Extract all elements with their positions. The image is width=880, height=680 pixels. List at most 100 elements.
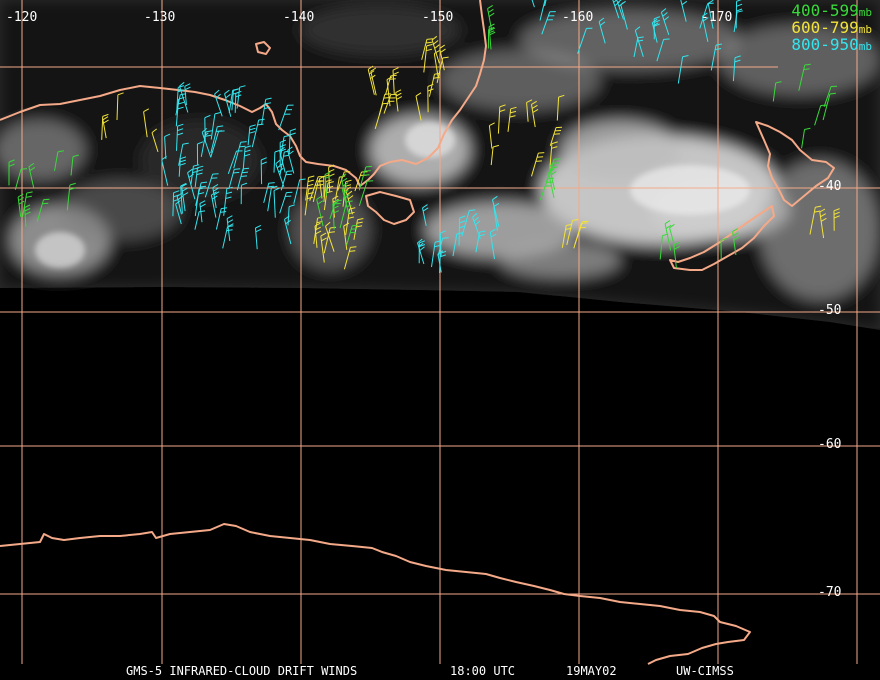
wind-barb (178, 156, 187, 177)
wind-barb (809, 205, 822, 235)
wind-barb (669, 223, 676, 247)
wind-barb (215, 207, 228, 230)
wind-barb (14, 168, 28, 190)
satellite-imagery (0, 0, 880, 330)
wind-barb (320, 232, 327, 263)
wind-barb (439, 250, 447, 274)
product-name: GMS-5 INFRARED-CLOUD DRIFT WINDS (126, 664, 358, 678)
new-zealand-north-coastline (755, 121, 835, 207)
wind-barb (677, 55, 689, 84)
wind-barb (36, 198, 50, 223)
wind-barb (227, 150, 243, 174)
wind-barbs (8, 0, 840, 274)
lon-label-150: -150 (422, 10, 453, 25)
wind-barb (566, 219, 579, 246)
wind-barb (612, 0, 620, 19)
wind-barb (260, 157, 267, 185)
wind-barb (328, 164, 335, 193)
wind-barb (531, 100, 539, 128)
legend-range: 800-950 (791, 35, 859, 54)
wind-barb (472, 212, 481, 239)
wind-barb (279, 191, 293, 214)
wind-barb (577, 27, 593, 54)
wind-barb (814, 104, 827, 126)
wind-barb (735, 0, 743, 29)
wind-barb (421, 38, 433, 60)
wind-barb (801, 127, 811, 149)
wind-barb (556, 94, 565, 121)
wind-barb (549, 141, 558, 170)
wind-barb (549, 126, 563, 146)
wind-barb (823, 85, 838, 107)
wind-barb (316, 195, 324, 227)
wind-barb (116, 92, 124, 121)
wind-barb (323, 174, 330, 198)
wind-barb (488, 23, 496, 50)
wind-barb (367, 65, 376, 95)
wind-barb (28, 162, 36, 189)
wind-barb (194, 165, 204, 188)
wind-barb (172, 190, 180, 217)
wind-barb (343, 222, 350, 250)
lat-lon-grid (0, 0, 880, 664)
wind-barb (194, 210, 206, 230)
wind-barb (180, 183, 187, 214)
wind-barb (314, 222, 322, 248)
wind-barb (234, 90, 242, 113)
wind-barb (54, 150, 64, 171)
wind-barb (337, 171, 351, 191)
lon-label-170: -170 (701, 10, 732, 25)
wind-barb (210, 112, 221, 140)
lon-label-160: -160 (562, 10, 593, 25)
lat-label-50: -50 (818, 303, 841, 318)
wind-barb (497, 104, 506, 134)
wind-barb (247, 124, 256, 146)
wind-barb (66, 182, 76, 211)
wind-barb (680, 0, 688, 22)
wind-barb (318, 175, 325, 199)
wind-barb (224, 89, 232, 117)
wind-barb (194, 187, 205, 217)
wind-barb (539, 177, 554, 200)
wind-barb (431, 240, 442, 268)
wind-barb (545, 158, 561, 182)
lat-label-60: -60 (818, 437, 841, 452)
wind-barb (214, 89, 223, 117)
legend-item-600-799: 600-799mb (791, 20, 872, 38)
wind-barb (255, 224, 262, 250)
wind-barb (164, 133, 171, 160)
wind-barb (707, 0, 714, 29)
wind-barb (489, 228, 497, 260)
wind-barb (418, 240, 426, 264)
legend-unit: mb (858, 23, 872, 36)
wind-barb (539, 0, 546, 21)
wind-barb (240, 182, 248, 205)
wind-barb (323, 226, 337, 254)
wind-barb (236, 167, 250, 191)
wind-barb (346, 224, 359, 246)
wind-barb (541, 11, 556, 35)
wind-barb (732, 228, 740, 255)
wind-barb (70, 154, 79, 176)
wind-barb (340, 173, 349, 202)
wind-barb (616, 0, 624, 20)
wind-barb (507, 106, 517, 132)
wind-barb (8, 159, 15, 186)
wind-barb (242, 145, 252, 171)
wind-barb (181, 183, 189, 212)
wind-barb (323, 181, 334, 211)
wind-barb (305, 175, 315, 201)
wind-barb (487, 4, 495, 31)
wind-barb (431, 35, 440, 64)
legend-unit: mb (858, 40, 872, 53)
wind-barb (101, 113, 109, 140)
wind-barb (236, 85, 246, 109)
wind-barb (273, 187, 280, 218)
wind-barb (433, 50, 440, 79)
wind-barb (492, 195, 500, 227)
wind-barb (633, 36, 644, 58)
wind-barb (659, 233, 669, 260)
wind-barb (598, 17, 606, 44)
wind-barb (345, 207, 356, 235)
